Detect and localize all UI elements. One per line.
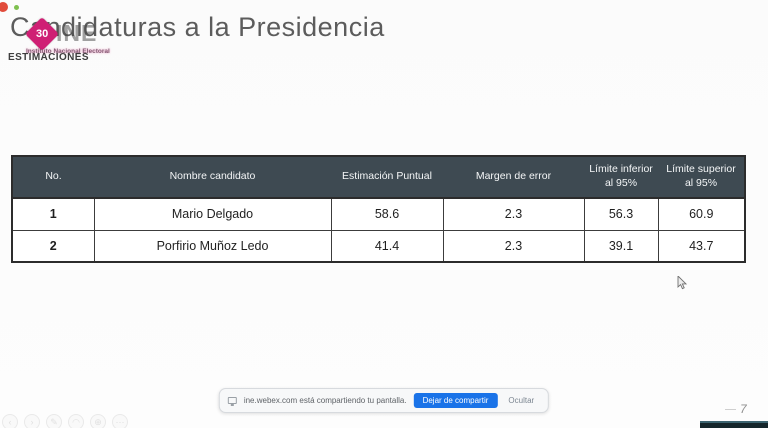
more-options-icon[interactable]: ⋯	[112, 414, 128, 428]
row2-estimacion: 41.4	[330, 229, 444, 263]
column-header-margen: Margen de error	[443, 156, 584, 198]
row2-margen: 2.3	[442, 229, 585, 263]
estimations-table: No. Nombre candidato Estimación Puntual …	[11, 155, 746, 263]
slide-subtitle: ESTIMACIONES	[8, 52, 89, 63]
table-row: 2 Porfirio Muñoz Ledo 41.4 2.3 39.1 43.7	[11, 229, 746, 263]
ine-caption: Instituto Nacional Electoral	[26, 48, 110, 55]
row1-estimacion: 58.6	[330, 197, 444, 231]
row1-limite-superior: 60.9	[657, 197, 746, 231]
ine-30-badge-icon: 30	[25, 17, 59, 51]
hide-notification-button[interactable]: Ocultar	[504, 394, 538, 407]
pen-icon[interactable]: ✎	[46, 414, 62, 428]
table-header-row: No. Nombre candidato Estimación Puntual …	[12, 156, 745, 198]
row1-nombre: Mario Delgado	[93, 197, 332, 231]
column-header-limite-inferior: Límite inferior al 95%	[584, 156, 658, 198]
column-header-no: No.	[12, 156, 94, 198]
ine-logo: 30 INE Instituto Nacional Electoral	[24, 17, 134, 59]
slide-number: 7	[740, 402, 747, 416]
row1-margen: 2.3	[442, 197, 585, 231]
status-dot-icon	[14, 5, 19, 10]
slide-number-flourish	[725, 409, 736, 410]
stop-sharing-button[interactable]: Dejar de compartir	[413, 393, 498, 408]
column-header-limite-superior: Límite superior al 95%	[658, 156, 745, 198]
screen-share-notification: ine.webex.com está compartiendo tu panta…	[218, 388, 550, 413]
row2-limite-inferior: 39.1	[583, 229, 659, 263]
zoom-icon[interactable]: ⊕	[90, 414, 106, 428]
row1-limite-inferior: 56.3	[583, 197, 659, 231]
slide-title: Candidaturas a la Presidencia	[10, 12, 385, 42]
recording-dot-icon	[0, 2, 8, 12]
row2-nombre: Porfirio Muñoz Ledo	[93, 229, 332, 263]
previous-slide-icon[interactable]: ‹	[2, 414, 18, 428]
share-message: ine.webex.com está compartiendo tu panta…	[243, 396, 407, 405]
ine-acronym: INE	[56, 20, 98, 46]
next-slide-icon[interactable]: ›	[24, 414, 40, 428]
slideshow-toolbar: ‹ › ✎ ◠ ⊕ ⋯	[2, 414, 128, 428]
row2-limite-superior: 43.7	[657, 229, 746, 263]
screen-share-icon	[227, 397, 237, 406]
row2-no: 2	[11, 229, 95, 263]
comment-icon[interactable]: ◠	[68, 414, 84, 428]
column-header-nombre: Nombre candidato	[94, 156, 331, 198]
corner-window-edge	[700, 421, 768, 428]
row1-no: 1	[11, 197, 95, 231]
mouse-cursor-icon	[677, 276, 688, 290]
table-row: 1 Mario Delgado 58.6 2.3 56.3 60.9	[11, 197, 746, 231]
column-header-estimacion: Estimación Puntual	[331, 156, 443, 198]
